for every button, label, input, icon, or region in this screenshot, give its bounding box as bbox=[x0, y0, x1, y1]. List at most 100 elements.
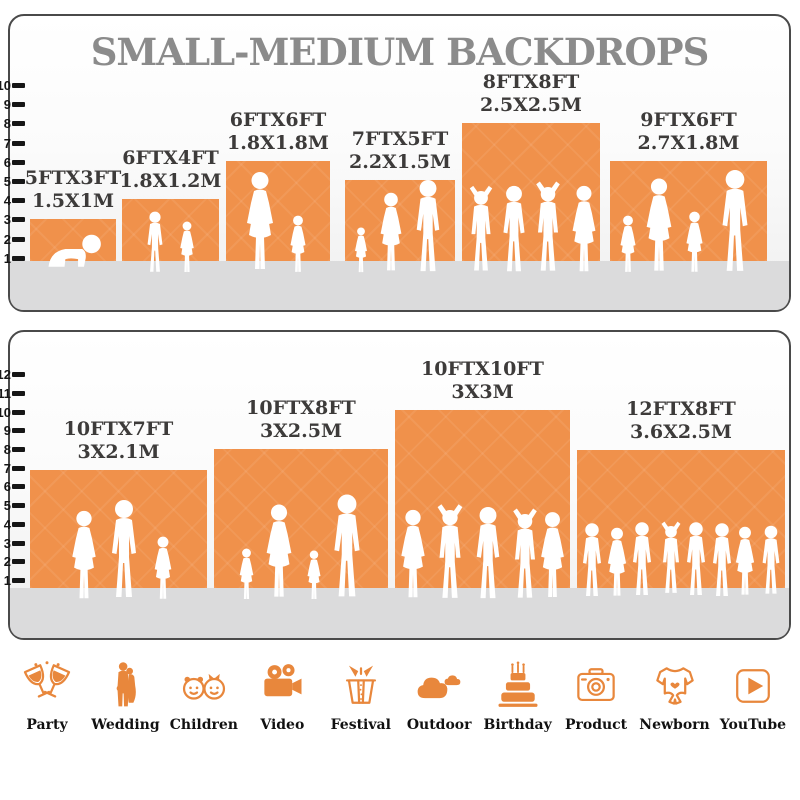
tick-dash bbox=[12, 577, 25, 583]
tick-number: 3 bbox=[3, 211, 11, 227]
tick-dash bbox=[12, 82, 25, 88]
ground-strip bbox=[10, 588, 789, 638]
y-axis-tick: 9 bbox=[0, 423, 25, 438]
tick-number: 8 bbox=[3, 115, 11, 131]
size-meters: 3.6X2.5M bbox=[630, 421, 732, 444]
y-axis-tick: 6 bbox=[0, 479, 25, 494]
bar-size-label: 9FTX6FT 2.7X1.8M bbox=[638, 109, 740, 157]
people-silhouette bbox=[355, 179, 440, 273]
y-axis-tick: 5 bbox=[0, 174, 25, 189]
bar-size-label: 10FTX8FT 3X2.5M bbox=[246, 397, 356, 445]
people-silhouette bbox=[583, 521, 780, 596]
tick-dash bbox=[12, 465, 25, 471]
people-silhouette bbox=[239, 494, 360, 599]
tick-dash bbox=[12, 409, 25, 415]
people-silhouette bbox=[48, 234, 101, 267]
tick-dash bbox=[12, 390, 25, 396]
category-video: Video bbox=[247, 660, 317, 733]
size-meters: 1.8X1.2M bbox=[119, 170, 222, 193]
size-meters: 3X2.1M bbox=[77, 441, 160, 464]
festival-icon bbox=[345, 665, 376, 704]
tick-dash bbox=[12, 140, 25, 146]
tick-number: 2 bbox=[3, 553, 11, 569]
tick-number: 7 bbox=[3, 135, 11, 151]
category-icon-row: Party Wedding Children Video Festiva bbox=[0, 660, 800, 733]
category-festival: Festival bbox=[326, 660, 396, 733]
bar-size-label: 7FTX5FT 2.2X1.5M bbox=[349, 128, 451, 176]
tick-dash bbox=[12, 540, 25, 546]
bar-size-label: 6FTX6FT 1.8X1.8M bbox=[227, 109, 329, 157]
tick-dash bbox=[12, 427, 25, 433]
size-feet: 9FTX6FT bbox=[640, 108, 737, 131]
size-feet: 10FTX10FT bbox=[421, 357, 544, 380]
people-silhouette bbox=[469, 181, 596, 272]
backdrop-bar-10x8: 10FTX8FT 3X2.5M bbox=[214, 397, 388, 599]
y-axis-tick: 8 bbox=[0, 115, 25, 131]
y-axis-tick: 1 bbox=[0, 251, 25, 266]
category-label: Children bbox=[169, 717, 238, 733]
y-axis-tick: 4 bbox=[0, 516, 25, 532]
y-axis-tick: 3 bbox=[0, 211, 25, 227]
category-label: Newborn bbox=[639, 717, 710, 733]
tick-dash bbox=[12, 255, 25, 261]
category-label: Party bbox=[26, 717, 68, 733]
tick-dash bbox=[12, 371, 25, 377]
tick-number: 3 bbox=[3, 535, 11, 551]
bar-size-label: 10FTX10FT 3X3M bbox=[421, 358, 544, 406]
category-label: Product bbox=[564, 717, 628, 733]
y-axis-tick: 8 bbox=[0, 442, 25, 457]
y-axis-tick: 5 bbox=[0, 498, 25, 513]
party-icon bbox=[23, 661, 71, 698]
size-feet: 6FTX4FT bbox=[122, 146, 219, 169]
tick-dash bbox=[12, 558, 25, 564]
children-icon bbox=[182, 673, 225, 700]
outdoor-icon bbox=[417, 675, 461, 699]
tick-dash bbox=[12, 159, 25, 165]
category-children: Children bbox=[169, 660, 239, 733]
y-axis-tick: 10 bbox=[0, 77, 25, 93]
tick-dash bbox=[12, 502, 25, 508]
size-feet: 5FTX3FT bbox=[24, 166, 122, 189]
y-axis-tick: 2 bbox=[0, 232, 25, 247]
size-meters: 1.5X1M bbox=[31, 190, 115, 213]
y-axis-tick: 9 bbox=[0, 96, 25, 112]
newborn-icon bbox=[655, 667, 694, 705]
y-axis-tick: 11 bbox=[0, 386, 25, 401]
tick-dash bbox=[12, 178, 25, 184]
video-icon bbox=[264, 664, 302, 697]
tick-dash bbox=[12, 101, 25, 107]
tick-number: 10 bbox=[0, 77, 11, 93]
y-axis-tick: 3 bbox=[0, 535, 25, 551]
backdrop-bar-10x7: 10FTX7FT 3X2.1M bbox=[30, 418, 207, 599]
bar-size-label: 12FTX8FT 3.6X2.5M bbox=[626, 398, 736, 446]
category-outdoor: Outdoor bbox=[404, 660, 474, 733]
tick-dash bbox=[12, 483, 25, 489]
category-wedding: Wedding bbox=[90, 660, 160, 733]
y-axis-tick: 4 bbox=[0, 192, 25, 208]
people-silhouette bbox=[147, 211, 194, 272]
backdrop-bar-7x5: 7FTX5FT 2.2X1.5M bbox=[345, 128, 455, 273]
size-chart-panel-medium: 12 11 10 9 8 7 6 5 4 3 2 1 10FTX7FT 3X2.1… bbox=[0, 330, 791, 640]
tick-dash bbox=[12, 197, 25, 203]
ground-strip bbox=[10, 261, 789, 310]
page-title: SMALL-MEDIUM BACKDROPS bbox=[90, 30, 710, 74]
tick-number: 7 bbox=[3, 460, 11, 476]
tick-dash bbox=[12, 446, 25, 452]
people-silhouette bbox=[620, 170, 748, 272]
size-chart-panel-small: SMALL-MEDIUM BACKDROPS 10 9 8 7 6 5 4 3 … bbox=[0, 14, 791, 312]
category-label: Video bbox=[260, 717, 305, 733]
tick-dash bbox=[12, 120, 25, 126]
size-feet: 10FTX8FT bbox=[246, 396, 356, 419]
y-axis-tick: 10 bbox=[0, 405, 25, 420]
wedding-icon bbox=[117, 662, 137, 707]
size-feet: 12FTX8FT bbox=[626, 397, 736, 420]
tick-number: 4 bbox=[3, 516, 11, 532]
size-feet: 7FTX5FT bbox=[351, 127, 449, 150]
birthday-icon bbox=[498, 661, 538, 707]
tick-number: 4 bbox=[3, 192, 11, 208]
tick-number: 12 bbox=[0, 366, 11, 382]
tick-number: 9 bbox=[3, 96, 11, 112]
bar-size-label: 8FTX8FT 2.5X2.5M bbox=[480, 71, 582, 119]
size-meters: 3X2.5M bbox=[259, 420, 343, 443]
size-meters: 1.8X1.8M bbox=[227, 132, 329, 155]
